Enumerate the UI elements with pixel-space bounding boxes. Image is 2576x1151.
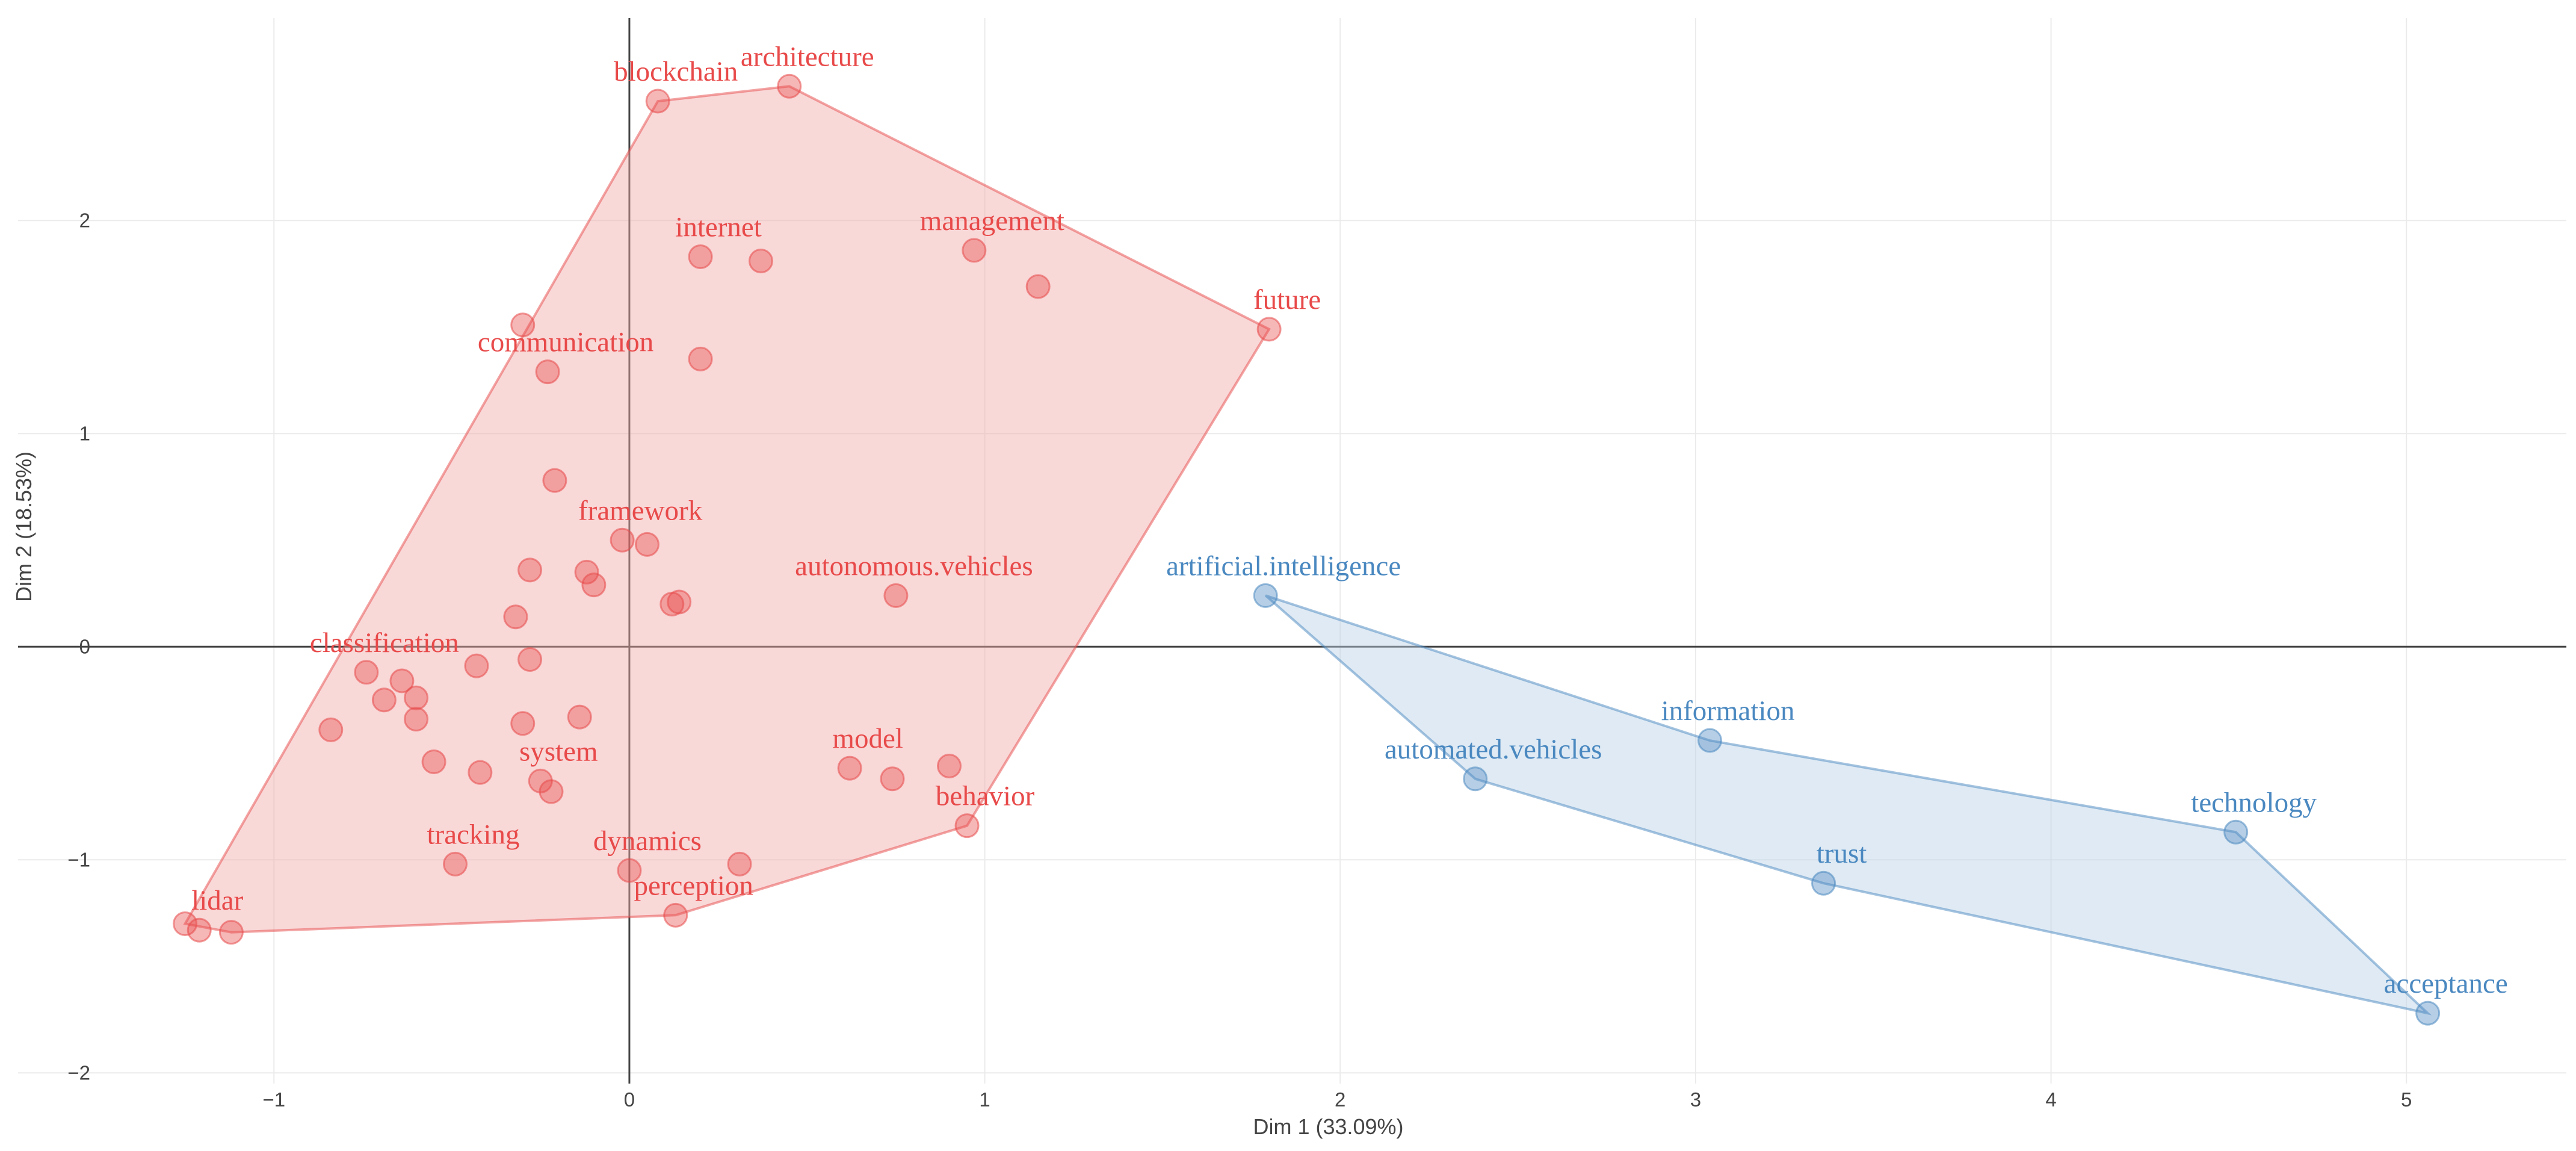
data-points — [173, 73, 2441, 1026]
point-label: lidar — [191, 885, 243, 916]
point-label: dynamics — [593, 825, 702, 857]
cluster-hull-1 — [183, 85, 1271, 934]
point-label: acceptance — [2384, 968, 2508, 999]
data-point — [187, 917, 212, 943]
data-point — [1463, 766, 1488, 792]
point-label: autonomous.vehicles — [795, 550, 1033, 582]
y-tick-label: 1 — [79, 422, 90, 444]
data-point — [937, 754, 962, 779]
point-label: artificial.intelligence — [1166, 550, 1401, 582]
data-point — [645, 88, 670, 114]
data-point — [880, 766, 905, 792]
data-point — [464, 653, 489, 678]
x-tick-label: 5 — [2401, 1088, 2412, 1111]
data-point — [688, 244, 713, 269]
data-point — [617, 858, 642, 883]
data-point — [1253, 583, 1278, 608]
x-axis-title: Dim 1 (33.09%) — [1253, 1114, 1403, 1139]
y-axis-ticks: −2 −1 0 1 2 — [67, 209, 90, 1084]
data-point — [1811, 870, 1836, 896]
y-axis-title: Dim 2 (18.53%) — [11, 451, 36, 602]
data-point — [2415, 1001, 2441, 1026]
data-point — [173, 911, 198, 936]
data-point — [777, 73, 802, 99]
point-labels: blockchain architecture internet management… — [191, 41, 2508, 999]
data-point — [371, 687, 397, 713]
data-point — [218, 920, 244, 945]
data-point — [517, 647, 543, 672]
data-point — [727, 851, 752, 876]
grid-lines — [18, 18, 2566, 1084]
point-label: model — [832, 723, 903, 754]
point-label: perception — [634, 870, 753, 901]
point-label: information — [1661, 695, 1795, 727]
data-point — [503, 604, 528, 630]
data-point — [389, 668, 415, 693]
data-point — [883, 583, 909, 608]
data-point — [567, 704, 592, 730]
data-point — [517, 557, 543, 583]
data-point — [688, 346, 713, 371]
cluster-hull-2 — [1264, 594, 2432, 1016]
data-point — [1256, 317, 1282, 342]
data-point — [354, 660, 379, 685]
data-point — [404, 685, 429, 710]
y-tick-label: 2 — [79, 209, 90, 231]
data-point — [510, 312, 536, 338]
zero-lines — [18, 18, 2566, 1084]
point-label: technology — [2191, 787, 2317, 818]
x-tick-label: 2 — [1335, 1088, 1345, 1111]
x-tick-label: −1 — [262, 1088, 285, 1111]
data-point — [1025, 274, 1051, 299]
data-point — [443, 851, 468, 876]
data-point — [837, 755, 862, 781]
data-point — [542, 468, 567, 493]
point-label: communication — [478, 327, 653, 358]
point-label: architecture — [741, 41, 874, 72]
point-label: internet — [675, 211, 762, 243]
data-point — [663, 902, 688, 928]
data-point — [421, 749, 446, 774]
data-point — [510, 711, 536, 736]
data-point — [468, 760, 493, 785]
data-point — [954, 813, 980, 839]
x-tick-label: 1 — [979, 1088, 990, 1111]
point-label: framework — [578, 495, 703, 526]
point-label: tracking — [427, 819, 520, 850]
point-label: classification — [310, 627, 459, 659]
data-point — [610, 527, 635, 553]
data-point — [634, 532, 659, 557]
data-point — [574, 559, 599, 585]
point-label: future — [1253, 284, 1321, 315]
point-label: behavior — [936, 781, 1035, 812]
x-tick-label: 4 — [2045, 1088, 2056, 1111]
x-tick-label: 0 — [624, 1088, 635, 1111]
y-tick-label: 0 — [79, 635, 90, 657]
point-label: management — [920, 205, 1064, 237]
point-label: system — [519, 736, 598, 767]
data-point — [1697, 728, 1723, 753]
data-point — [581, 572, 607, 598]
cluster-hulls — [183, 85, 2432, 1016]
y-tick-label: −2 — [67, 1061, 90, 1084]
x-axis-ticks: −1 0 1 2 3 4 5 — [262, 1088, 2412, 1111]
data-point — [748, 249, 773, 274]
point-label: blockchain — [614, 56, 738, 87]
data-point — [667, 589, 692, 615]
x-tick-label: 3 — [1690, 1088, 1701, 1111]
data-point — [535, 359, 560, 385]
y-tick-label: −1 — [67, 848, 90, 870]
data-point — [539, 779, 564, 804]
point-label: automated.vehicles — [1385, 734, 1602, 765]
data-point — [318, 717, 344, 742]
data-point — [2223, 819, 2249, 845]
data-point — [404, 707, 429, 732]
data-point — [962, 238, 987, 263]
point-label: trust — [1817, 838, 1867, 869]
